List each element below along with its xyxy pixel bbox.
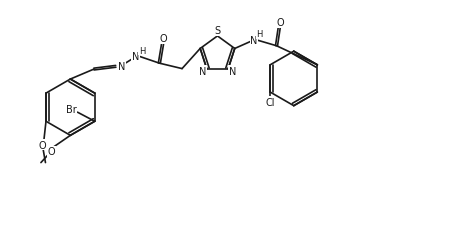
Text: N: N: [198, 67, 206, 77]
Text: O: O: [39, 140, 46, 150]
Text: O: O: [160, 34, 167, 44]
Text: Br: Br: [66, 104, 77, 114]
Text: H: H: [139, 47, 145, 56]
Text: H: H: [257, 30, 263, 39]
Text: Cl: Cl: [266, 98, 275, 108]
Text: O: O: [48, 147, 55, 157]
Text: N: N: [228, 67, 236, 77]
Text: N: N: [132, 52, 139, 62]
Text: N: N: [118, 62, 125, 72]
Text: O: O: [276, 18, 284, 28]
Text: S: S: [214, 26, 221, 36]
Text: N: N: [250, 36, 257, 46]
